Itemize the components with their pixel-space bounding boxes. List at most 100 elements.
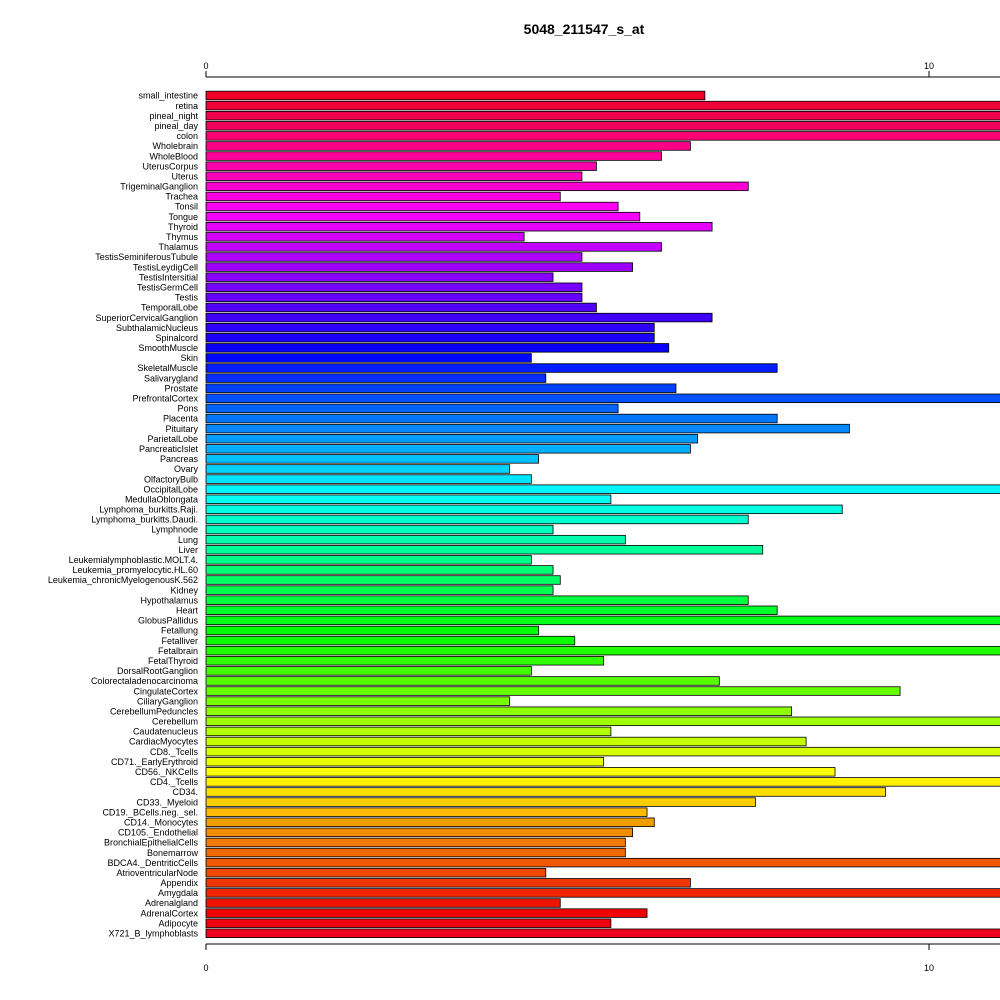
bar (205, 534, 626, 545)
category-label: OccipitalLobe (143, 484, 198, 494)
category-label: Tonsil (175, 202, 198, 212)
category-label: Uterus (171, 171, 198, 181)
category-label: TrigeminalGanglion (120, 182, 198, 192)
category-label: X721_B_lymphoblasts (108, 929, 198, 939)
category-label: CD14._Monocytes (124, 817, 199, 827)
bar (205, 888, 1000, 898)
category-label: Thalamus (158, 242, 198, 252)
category-label: Fetalliver (161, 636, 198, 646)
bar (205, 706, 793, 716)
bar (205, 656, 605, 666)
category-label: Amygdala (158, 888, 198, 898)
category-label: SkeletalMuscle (137, 363, 198, 373)
category-label: Lymphnode (151, 525, 198, 535)
category-label: TemporalLobe (141, 303, 198, 313)
category-label: Spinalcord (155, 333, 198, 343)
category-label: Wholebrain (152, 141, 198, 151)
bar (205, 161, 597, 171)
bar (205, 686, 901, 696)
category-label: Ovary (174, 464, 199, 474)
bar (205, 918, 612, 928)
category-label: Lymphoma_burkitts.Raji. (99, 505, 198, 515)
bar (205, 928, 1000, 939)
bar (205, 262, 633, 272)
bar (205, 353, 532, 363)
category-label: pineal_day (154, 121, 198, 131)
category-label: CD8._Tcells (150, 747, 199, 757)
category-label: SubthalamicNucleus (116, 323, 199, 333)
bar (205, 524, 554, 535)
bar (205, 272, 554, 282)
category-label: Bonemarrow (147, 848, 199, 858)
category-label: CardiacMyocytes (129, 737, 199, 747)
tick-label: 0 (203, 61, 208, 71)
bar (205, 625, 539, 636)
bar (205, 645, 1000, 656)
bar (205, 545, 764, 555)
category-label: Pancreas (160, 454, 199, 464)
bar (205, 191, 561, 202)
category-label: GlobusPallidus (138, 616, 199, 626)
category-label: Prostate (164, 383, 198, 393)
category-label: Salivarygland (144, 373, 198, 383)
category-label: Fetalbrain (158, 646, 198, 656)
category-label: DorsalRootGanglion (117, 666, 198, 676)
bar (205, 757, 605, 767)
bar (205, 454, 539, 464)
bar (205, 393, 1000, 404)
bar (205, 363, 778, 373)
category-label: Lymphoma_burkitts.Daudi. (91, 515, 198, 525)
bar (205, 797, 756, 807)
category-label: CingulateCortex (133, 686, 198, 696)
category-label: Liver (178, 545, 198, 555)
bottom-axis: 01020304050 (203, 943, 1000, 973)
category-label: AtrioventricularNode (116, 868, 198, 878)
category-label: Thyroid (168, 222, 198, 232)
category-label: Skin (180, 353, 198, 363)
category-label: TestisSeminiferousTubule (95, 252, 198, 262)
bar (205, 696, 511, 706)
bar (205, 444, 691, 454)
category-label: Leukemia_chronicMyelogenousK.562 (48, 575, 198, 585)
category-label: Colorectaladenocarcinoma (91, 676, 198, 686)
category-labels: small_intestineretinapineal_nightpineal_… (48, 91, 199, 939)
bar (205, 494, 612, 504)
category-label: Trachea (165, 192, 198, 202)
bar (205, 868, 547, 878)
bar (205, 908, 648, 918)
category-label: PancreaticIslet (139, 444, 199, 454)
category-label: FetalThyroid (148, 656, 198, 666)
bar (205, 211, 641, 222)
category-label: CerebellumPeduncles (110, 706, 199, 716)
category-label: CD4._Tcells (150, 777, 199, 787)
category-label: OlfactoryBulb (144, 474, 198, 484)
category-label: Tongue (168, 212, 198, 222)
bar (205, 403, 619, 414)
category-label: Hypothalamus (140, 595, 198, 605)
bar (205, 312, 713, 323)
bar (205, 322, 655, 333)
category-label: Appendix (160, 878, 198, 888)
category-label: CiliaryGanglion (137, 696, 198, 706)
bar (205, 565, 554, 575)
category-label: Pituitary (165, 424, 198, 434)
bar (205, 817, 655, 827)
category-label: BronchialEpithelialCells (104, 838, 199, 848)
bar (205, 333, 655, 343)
category-label: PrefrontalCortex (132, 394, 198, 404)
bar (205, 302, 597, 313)
category-label: retina (175, 101, 198, 111)
bar (205, 383, 677, 393)
category-label: Thymus (166, 232, 199, 242)
bar (205, 726, 612, 737)
bar (205, 121, 1000, 131)
bar (205, 736, 807, 747)
bar (205, 474, 532, 484)
bar (205, 585, 554, 595)
bar (205, 181, 749, 192)
bar (205, 676, 720, 686)
bar (205, 252, 583, 262)
category-label: SuperiorCervicalGanglion (95, 313, 198, 323)
category-label: Caudatenucleus (133, 727, 199, 737)
